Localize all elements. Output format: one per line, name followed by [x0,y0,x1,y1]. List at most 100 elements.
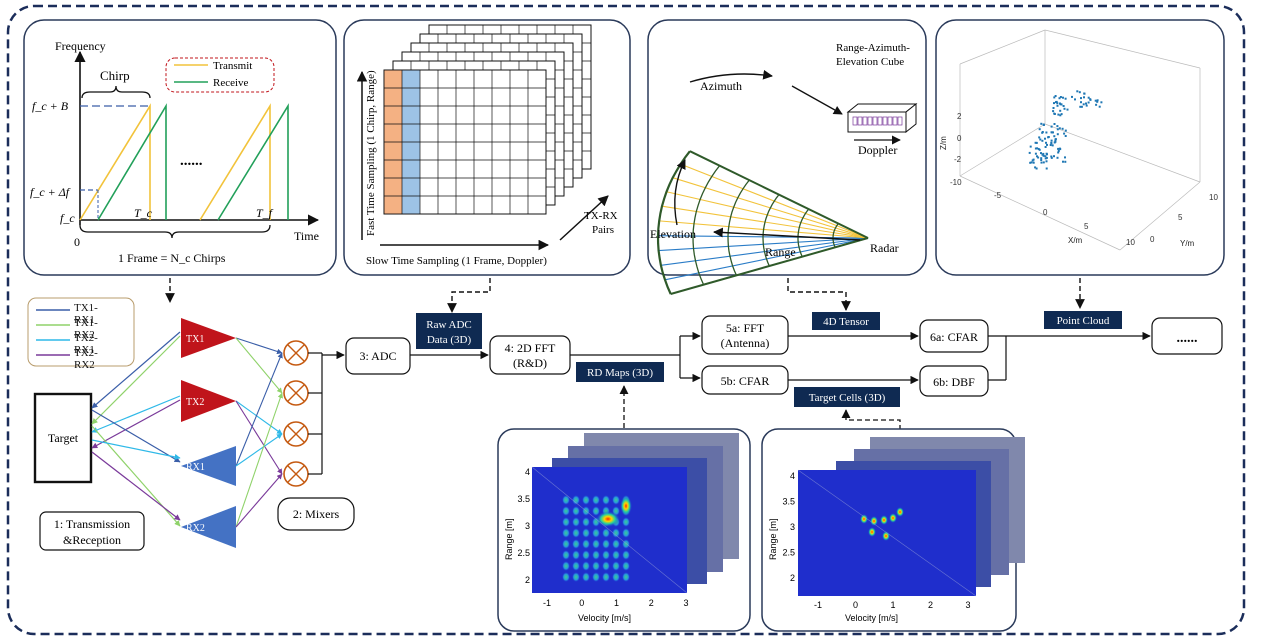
target-cells-tag [794,387,900,407]
rd-blob [592,528,600,538]
point [1083,96,1085,99]
tc-ylabel: Range [m] [768,518,778,560]
point [1055,101,1057,104]
antenna-pair-legend [27,297,135,367]
rd-blob [602,550,610,560]
rd-blob [592,550,600,560]
point [1087,96,1090,99]
point [1074,98,1076,101]
tc-xlabel: Velocity [m/s] [845,613,898,623]
signal-path [91,331,181,409]
point [1042,154,1045,157]
tx2-antenna [181,380,236,422]
point [1054,140,1057,143]
y-tick-label: 4 [790,471,795,481]
point [1040,157,1043,160]
mixer [283,461,309,487]
axis-edge [959,175,1121,251]
point [1054,139,1057,142]
point-cloud-3d-axes [959,29,1201,251]
grid-edge [689,150,869,239]
point [1054,138,1057,141]
step5b-label: 5b: CFAR [721,374,770,388]
chirp-legend [165,57,275,93]
range-azimuth-grid [656,150,869,295]
point [1041,153,1044,156]
point [1060,113,1063,116]
rx1-label: RX1 [186,462,205,473]
point [1032,158,1035,161]
point [1058,127,1061,130]
point [1078,91,1081,94]
point [1080,101,1082,104]
signal-path [91,451,181,521]
doppler-bin [862,116,868,126]
point [1034,141,1037,144]
rd-blob [572,506,580,516]
tensor-connector [787,278,851,311]
rd-blob [602,539,610,549]
range-label: Range [765,245,796,259]
mixer-input [235,400,283,475]
x-tick: 0 [1043,208,1048,217]
point [1034,166,1037,169]
point [1052,107,1055,109]
rd-blob [582,572,590,582]
rd-peak [620,496,632,516]
rd-ylabel: Range [m] [504,518,514,560]
axis-edge [959,123,1046,177]
y-tick-label: 3 [525,521,530,531]
point [1051,131,1054,134]
range-arc [797,208,810,257]
rd-blob [582,495,590,505]
point [1050,155,1053,158]
axis-edge [1044,123,1201,183]
y-tick-label: 2.5 [517,548,530,558]
x-tick: 10 [1126,238,1135,247]
adc-cube-panel: Fast Time Sampling (1 Chirp, Range) Slow… [343,19,631,276]
point [1096,100,1099,103]
point [1036,155,1038,158]
point [1056,133,1059,136]
axis-edge [1119,181,1201,251]
doppler-bin [867,116,873,126]
point [1041,131,1044,133]
point [1050,125,1053,128]
y-axis-label: Y/m [1180,239,1195,248]
signal-paths [91,331,181,527]
mixers [283,340,309,487]
point [1056,125,1059,128]
rd-blob [612,539,620,549]
x-tick-label: 2 [928,600,933,610]
rd-blob [572,572,580,582]
4d-tensor-tag [812,312,880,330]
raw-adc-label-1: Raw ADC [426,319,472,331]
point [1028,151,1031,154]
rd-maps-tag [576,362,664,382]
raw-adc-tag [416,313,482,349]
point [1064,156,1066,159]
y-tick-label: 4 [525,467,530,477]
point [1045,131,1048,134]
point [1082,103,1085,106]
point [1044,155,1047,158]
fast-time-label: Fast Time Sampling (1 Chirp, Range) [365,70,377,236]
point-cloud-label: Point Cloud [1057,315,1110,327]
mixer-input [235,392,283,528]
mixer-input [235,337,283,394]
point [1050,156,1053,159]
rx1-antenna [181,446,236,486]
rd-blob [562,506,570,516]
mixer [283,421,309,447]
rd-blob [592,561,600,571]
point [1038,136,1041,139]
point [1100,101,1103,104]
rd-blob [622,517,630,527]
x-tick-label: 1 [890,600,895,610]
pairs-label-2: Pairs [592,224,614,236]
rd-xlabel: Velocity [m/s] [578,613,631,623]
adc-data-layers [383,24,592,215]
rd-blob [622,539,630,549]
signal-path [91,399,181,449]
